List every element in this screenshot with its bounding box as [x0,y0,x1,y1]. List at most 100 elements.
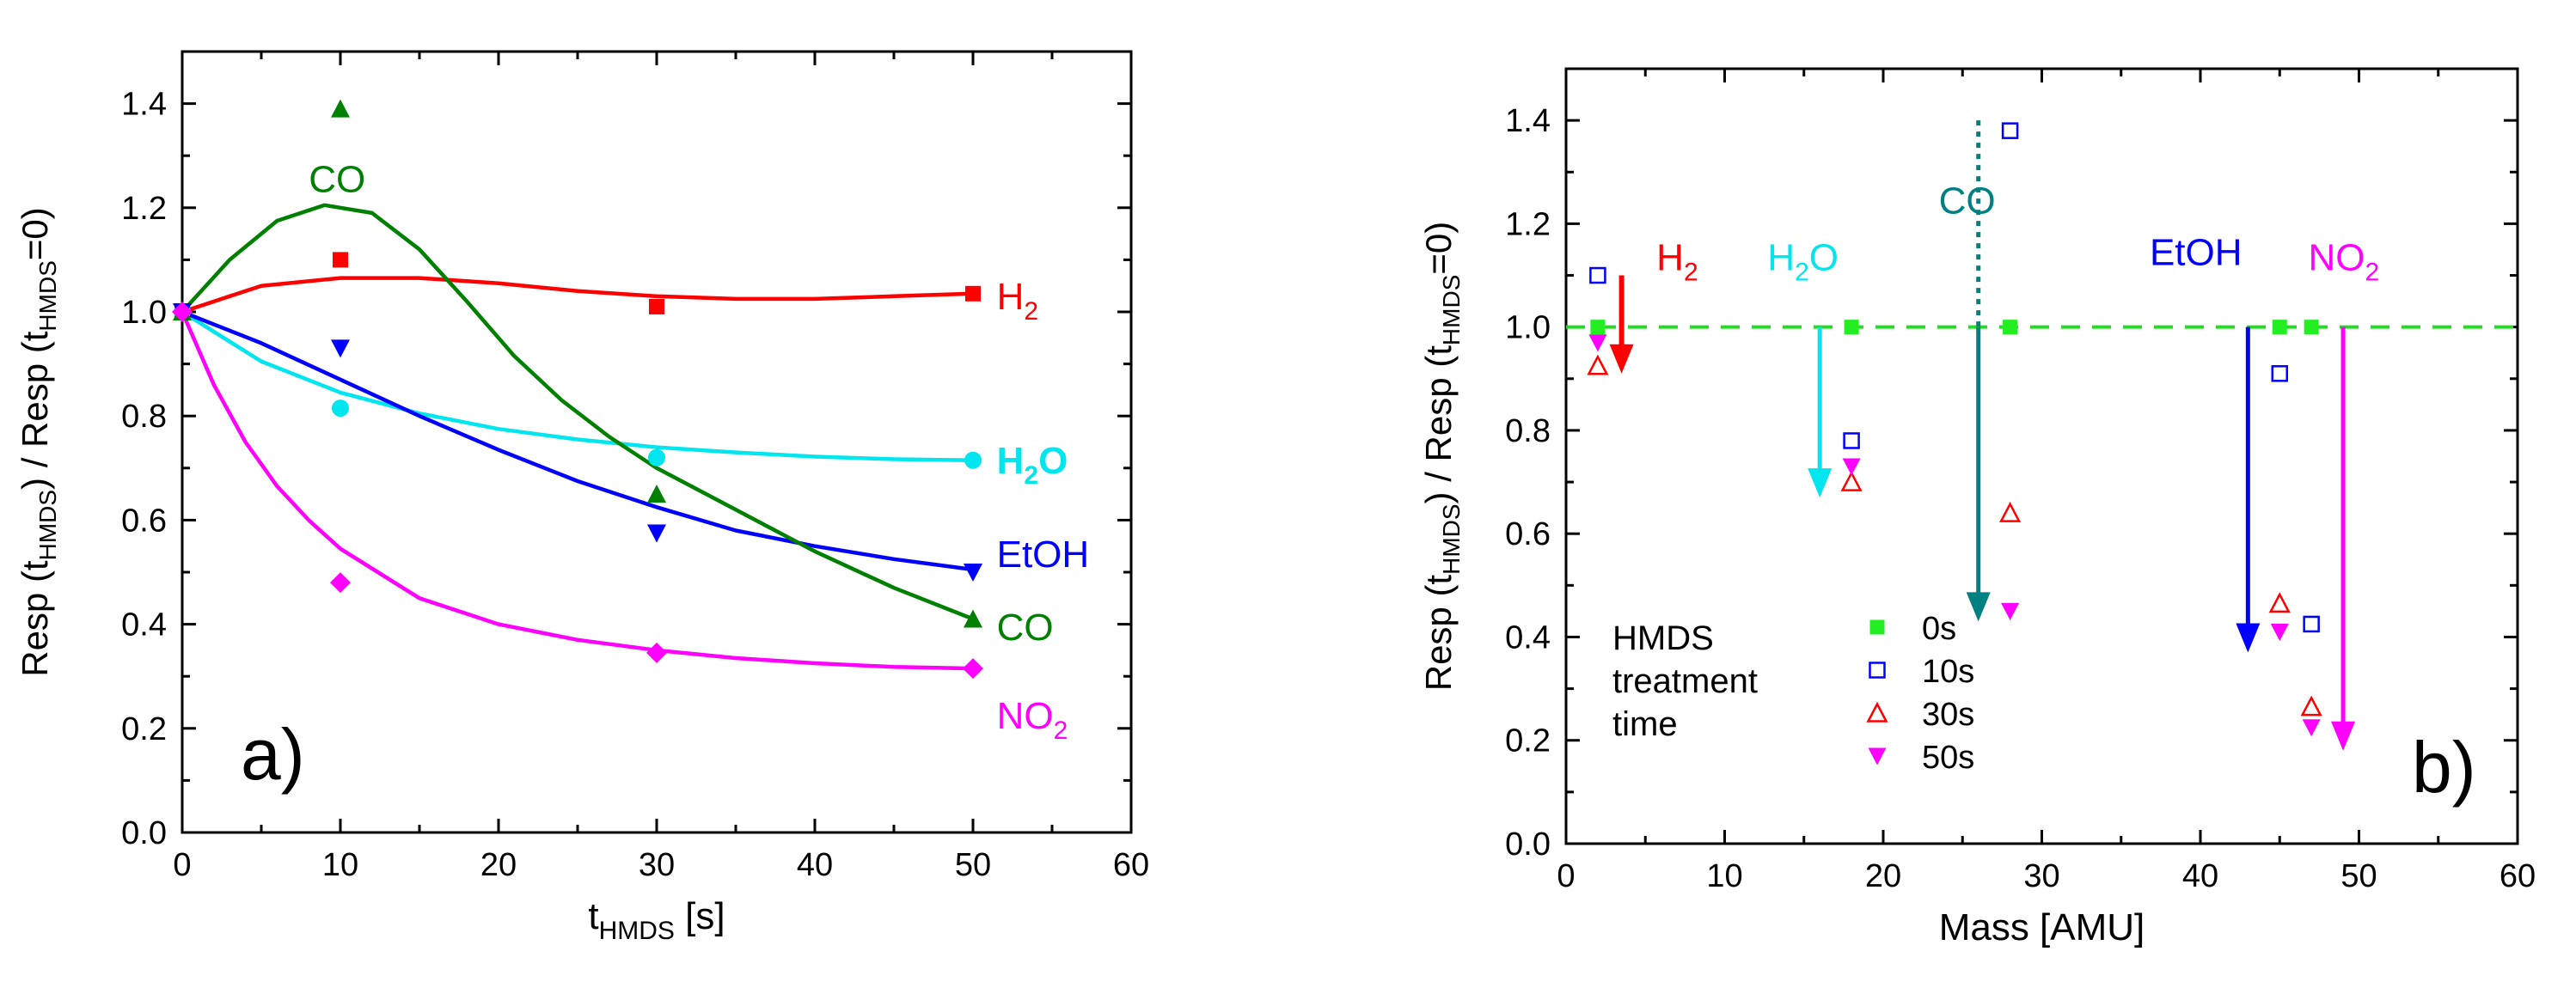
a-x-axis-label: tHMDS [s] [588,895,725,945]
legend-marker [1869,619,1885,635]
arrow-head-co [1966,592,1991,622]
b-gas-label: H2 [1656,237,1698,287]
fit-curve-no2 [180,309,976,671]
data-point-10s [1589,266,1606,284]
data-point-30s [1840,470,1863,491]
b-y-axis-label: Resp (tHMDS) / Resp (tHMDS=0) [1418,222,1465,692]
legend-entry-label: 50s [1922,740,1974,776]
a-gas-label: NO2 [997,695,1068,745]
data-point-50s [2302,719,2321,737]
data-point-co [964,609,982,628]
a-x-tick-label: 30 [639,847,675,883]
data-point-h2o [648,448,665,467]
a-panel-label: a) [241,714,305,795]
a-x-tick-label: 20 [480,847,517,883]
data-point-30s [2300,695,2322,717]
b-gas-label: EtOH [2150,232,2243,274]
b-plot-frame [1564,67,2519,845]
data-point-0s [2003,320,2018,335]
legend: HMDS treatment time 0s 10s 30s 50s [1612,611,1974,776]
data-point-50s [1588,334,1607,352]
a-x-tick-label: 40 [797,847,833,883]
a-y-tick-label: 0.8 [121,399,167,435]
data-point-h2o [964,451,982,469]
b-x-axis-label: Mass [AMU] [1939,906,2145,948]
legend-entry-label: 0s [1922,611,1956,647]
b-y-tick-label: 1.0 [1505,310,1551,346]
a-y-tick-label: 1.0 [121,295,167,331]
b-y-tick-label: 0.0 [1505,826,1551,863]
legend-marker [1866,701,1888,723]
data-point-30s [1587,354,1609,375]
a-gas-label: CO [309,159,365,201]
arrow-head-etoh [2236,623,2261,653]
b-gas-label: NO2 [2308,237,2379,287]
data-point-50s [1842,458,1861,476]
b-y-tick-label: 0.8 [1505,413,1551,449]
a-gas-label: EtOH [997,534,1090,576]
data-point-10s [2271,365,2288,382]
a-y-tick-label: 0.0 [121,815,167,851]
a-y-tick-label: 0.2 [121,711,167,747]
data-point-etoh [331,339,350,358]
b-y-tick-label: 1.2 [1505,206,1551,242]
legend-marker [1868,747,1887,765]
legend-entry-label: 30s [1922,697,1974,733]
b-y-tick-label: 0.4 [1505,619,1551,656]
fit-curve-h2 [180,276,976,314]
fit-curve-etoh [180,309,976,572]
arrow-head-no2 [2331,721,2356,751]
a-gas-label: H2O [997,440,1068,490]
a-y-tick-label: 1.4 [121,87,167,123]
b-y-tick-label: 1.4 [1505,103,1551,139]
data-point-10s [2303,615,2320,633]
b-gas-label: CO [1939,180,1996,222]
a-y-axis-label: Resp (tHMDS) / Resp (tHMDS=0) [15,207,61,677]
legend-title-line: treatment [1612,662,1758,700]
data-point-50s [2270,623,2289,641]
b-x-tick-label: 60 [2500,858,2536,894]
b-x-tick-label: 50 [2340,858,2377,894]
data-point-h2 [333,252,348,268]
data-point-no2 [330,572,351,594]
data-point-no2 [172,302,193,322]
a-x-tick-label: 0 [173,847,191,883]
a-gas-label: CO [997,607,1054,649]
b-x-tick-label: 30 [2023,858,2059,894]
legend-title-line: HMDS [1612,619,1714,657]
data-point-h2o [332,399,349,418]
data-point-h2 [965,285,981,302]
b-panel-label: b) [2412,727,2476,808]
a-x-tick-label: 60 [1113,847,1149,883]
data-point-10s [1843,432,1860,449]
legend-title-line: time [1612,705,1678,743]
data-point-0s [1844,320,1859,335]
b-y-tick-label: 0.6 [1505,516,1551,552]
data-point-etoh [964,564,982,582]
panel-a-chart: 0 10 20 30 40 50 60 0.0 0.2 0.4 0.6 0.8 1.0 1.2 1.4 tHM… [15,50,1149,945]
data-point-etoh [647,524,666,543]
b-x-tick-label: 40 [2182,858,2218,894]
panel-b-chart: 0 10 20 30 40 50 60 0.0 0.2 0.4 0.6 0.8 1.0 1.2 1.4 Mas… [1418,67,2536,948]
data-point-h2 [649,298,664,314]
b-x-tick-label: 20 [1865,858,1901,894]
legend-marker [1869,662,1886,679]
data-point-50s [2001,602,2020,620]
legend-entry-label: 10s [1922,654,1974,690]
a-gas-label: H2 [997,276,1038,326]
fit-curve-co [180,203,976,621]
b-x-tick-label: 0 [1557,858,1575,894]
a-x-tick-label: 10 [322,847,358,883]
data-point-0s [1590,320,1606,335]
b-y-tick-label: 0.2 [1505,723,1551,759]
data-point-co [331,99,350,118]
data-point-30s [1999,501,2022,522]
a-y-tick-label: 0.4 [121,607,167,643]
data-point-no2 [963,658,983,680]
data-point-0s [2304,320,2319,335]
a-x-tick-label: 50 [955,847,991,883]
data-point-0s [2272,320,2287,335]
data-point-no2 [646,642,667,663]
data-point-30s [2268,592,2291,613]
